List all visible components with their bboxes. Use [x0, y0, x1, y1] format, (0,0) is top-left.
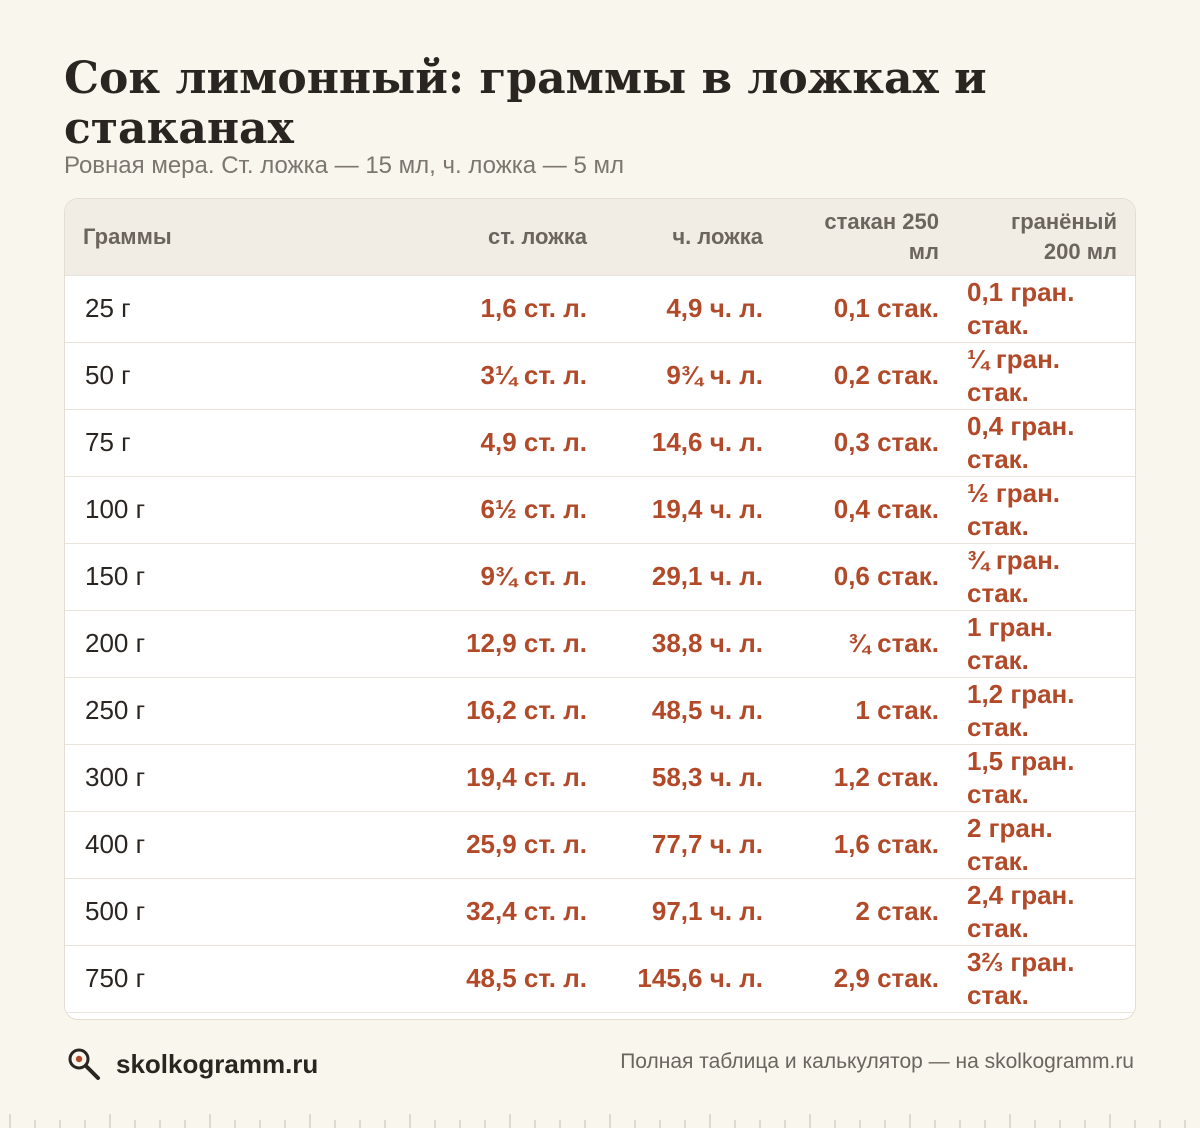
conversion-table: Граммы ст. ложка ч. ложка стакан 250 мл … — [65, 199, 1135, 1020]
cell-glass-250: 1,6 стак. — [833, 829, 939, 859]
cell-tablespoon: 1,6 ст. л. — [480, 293, 587, 323]
table-row: 750 г 48,5 ст. л. 145,6 ч. л. 2,9 стак. 3⅔ г… — [65, 945, 1135, 1012]
cell-tablespoon: 64,7 ст. л. — [415, 1012, 605, 1019]
table-row: 100 г 6½ ст. л. 19,4 ч. л. 0,4 стак. ½ гран.… — [65, 476, 1135, 543]
cell-grams: 300 г — [85, 762, 146, 792]
table-row: 75 г 4,9 ст. л. 14,6 ч. л. 0,3 стак. 0,4 гра… — [65, 409, 1135, 476]
table-body: 25 г 1,6 ст. л. 4,9 ч. л. 0,1 стак. 0,1 гран… — [65, 275, 1135, 1020]
cell-teaspoon: 58,3 ч. л. — [651, 762, 763, 792]
cell-grams: 25 г — [85, 293, 131, 323]
cell-faceted-glass-200: 3⅔ гран. стак. — [967, 946, 1075, 1010]
cell-teaspoon: 194,2 ч. л. — [605, 1012, 781, 1019]
page-subtitle: Ровная мера. Ст. ложка — 15 мл, ч. ложка… — [64, 152, 624, 179]
header-teaspoon: ч. ложка — [672, 223, 763, 249]
table-row: 1000 г64,7 ст. л.194,2 ч. л.3,9 стак.4,9… — [65, 1012, 1135, 1020]
cell-teaspoon: 19,4 ч. л. — [651, 494, 763, 524]
cell-teaspoon: 4,9 ч. л. — [666, 293, 763, 323]
cell-teaspoon: 14,6 ч. л. — [651, 427, 763, 457]
cell-faceted-glass-200: 1,5 гран. стак. — [967, 745, 1075, 809]
cell-grams: 150 г — [85, 561, 146, 591]
table-row: 150 г 9¾ ст. л. 29,1 ч. л. 0,6 стак. ¾ гран.… — [65, 543, 1135, 610]
cell-tablespoon: 19,4 ст. л. — [466, 762, 587, 792]
cell-grams: 75 г — [85, 427, 131, 457]
table-row: 25 г 1,6 ст. л. 4,9 ч. л. 0,1 стак. 0,1 гран… — [65, 275, 1135, 342]
cell-grams: 400 г — [85, 829, 146, 859]
cell-glass-250: 2,9 стак. — [833, 963, 939, 993]
cell-glass-250: 3,9 стак. — [781, 1012, 957, 1019]
cell-tablespoon: 12,9 ст. л. — [466, 628, 587, 658]
cell-faceted-glass-200: 1,2 гран. стак. — [967, 678, 1075, 742]
cell-glass-250: 0,2 стак. — [833, 360, 939, 390]
page-title: Сок лимонный: граммы в ложках и стаканах — [64, 53, 987, 154]
table-row: 50 г 3¼ ст. л. 9¾ ч. л. 0,2 стак. ¼ гран. ст… — [65, 342, 1135, 409]
cell-teaspoon: 48,5 ч. л. — [651, 695, 763, 725]
table-row: 200 г 12,9 ст. л. 38,8 ч. л. ¾ стак. 1 гран.… — [65, 610, 1135, 677]
cell-glass-250: 2 стак. — [855, 896, 939, 926]
cell-tablespoon: 4,9 ст. л. — [480, 427, 587, 457]
cell-faceted-glass-200: ½ гран. стак. — [967, 477, 1061, 541]
cell-tablespoon: 6½ ст. л. — [480, 494, 587, 524]
conversion-table-card: Граммы ст. ложка ч. ложка стакан 250 мл … — [64, 198, 1136, 1020]
magnifier-icon — [68, 1048, 100, 1080]
table-row: 300 г 19,4 ст. л. 58,3 ч. л. 1,2 стак. 1,5 г… — [65, 744, 1135, 811]
ruler-decoration — [9, 1114, 1186, 1128]
footer-brand-block: skolkogramm.ru — [66, 1044, 318, 1084]
cell-grams: 250 г — [85, 695, 146, 725]
cell-glass-250: 0,6 стак. — [833, 561, 939, 591]
cell-tablespoon: 25,9 ст. л. — [466, 829, 587, 859]
cell-grams: 1000 г — [65, 1012, 415, 1019]
cell-teaspoon: 145,6 ч. л. — [637, 963, 763, 993]
cell-tablespoon: 16,2 ст. л. — [466, 695, 587, 725]
table-row: 500 г 32,4 ст. л. 97,1 ч. л. 2 стак. 2,4 гра… — [65, 878, 1135, 945]
cell-tablespoon: 3¼ ст. л. — [480, 360, 587, 390]
cell-glass-250: 0,1 стак. — [833, 293, 939, 323]
cell-teaspoon: 38,8 ч. л. — [651, 628, 763, 658]
cell-grams: 500 г — [85, 896, 146, 926]
cell-faceted-glass-200: 0,1 гран. стак. — [967, 276, 1075, 340]
cell-glass-250: 0,4 стак. — [833, 494, 939, 524]
cell-faceted-glass-200: 1 гран. стак. — [967, 611, 1053, 675]
footer-note: Полная таблица и калькулятор — на skolko… — [620, 1050, 1134, 1073]
table-row: 250 г 16,2 ст. л. 48,5 ч. л. 1 стак. 1,2 гра… — [65, 677, 1135, 744]
cell-teaspoon: 9¾ ч. л. — [666, 360, 763, 390]
cell-teaspoon: 77,7 ч. л. — [651, 829, 763, 859]
cell-tablespoon: 9¾ ст. л. — [480, 561, 587, 591]
cell-teaspoon: 29,1 ч. л. — [651, 561, 763, 591]
cell-tablespoon: 48,5 ст. л. — [466, 963, 587, 993]
brand-link[interactable]: skolkogramm.ru — [116, 1048, 319, 1079]
header-faceted-glass-200: гранёный 200 мл — [1011, 208, 1117, 264]
cell-faceted-glass-200: 2 гран. стак. — [967, 812, 1053, 876]
cell-teaspoon: 97,1 ч. л. — [651, 896, 763, 926]
cell-grams: 50 г — [85, 360, 131, 390]
cell-grams: 200 г — [85, 628, 146, 658]
cell-faceted-glass-200: ¾ гран. стак. — [967, 544, 1061, 608]
cell-grams: 100 г — [85, 494, 146, 524]
cell-glass-250: 1,2 стак. — [833, 762, 939, 792]
cell-glass-250: 1 стак. — [855, 695, 939, 725]
cell-tablespoon: 32,4 ст. л. — [466, 896, 587, 926]
header-tablespoon: ст. ложка — [488, 223, 587, 249]
header-glass-250: стакан 250 мл — [824, 208, 939, 264]
cell-faceted-glass-200: ¼ гран. стак. — [967, 343, 1061, 407]
cell-faceted-glass-200: 2,4 гран. стак. — [967, 879, 1075, 943]
table-row: 400 г 25,9 ст. л. 77,7 ч. л. 1,6 стак. 2 гра… — [65, 811, 1135, 878]
cell-faceted-glass-200: 4,9 гран. стак. — [957, 1012, 1135, 1020]
header-grams: Граммы — [83, 223, 172, 249]
cell-grams: 750 г — [85, 963, 146, 993]
cell-faceted-glass-200: 0,4 гран. стак. — [967, 410, 1075, 474]
cell-glass-250: 0,3 стак. — [833, 427, 939, 457]
cell-glass-250: ¾ стак. — [848, 628, 939, 658]
table-header-row: Граммы ст. ложка ч. ложка стакан 250 мл … — [65, 199, 1135, 275]
